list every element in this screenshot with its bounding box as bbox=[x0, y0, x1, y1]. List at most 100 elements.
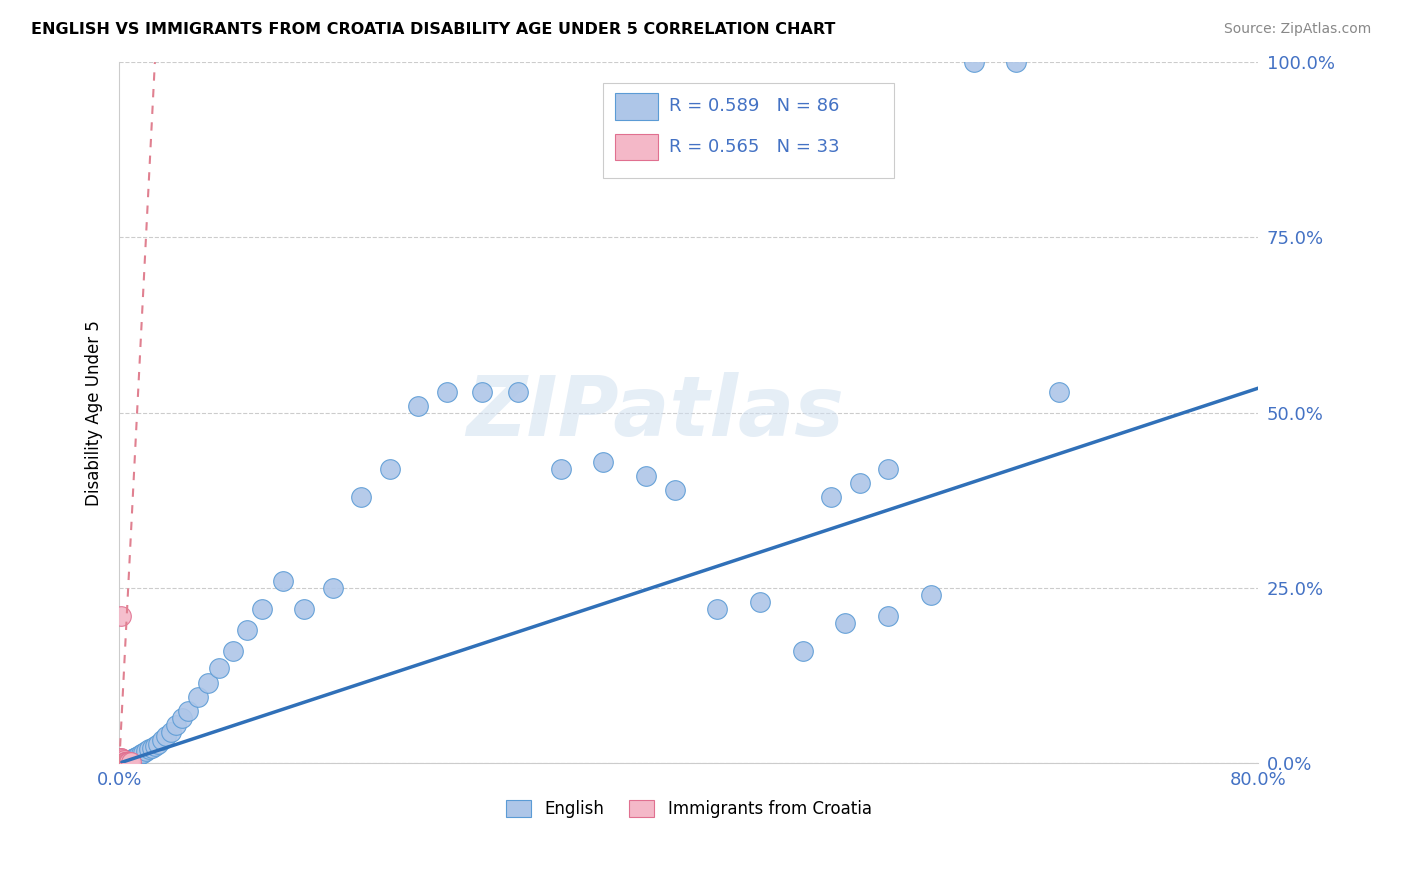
Point bbox=[165, 717, 187, 731]
Point bbox=[111, 753, 134, 767]
Point bbox=[115, 755, 138, 769]
Point bbox=[110, 755, 132, 769]
Point bbox=[506, 384, 529, 399]
Point bbox=[112, 755, 135, 769]
Point bbox=[111, 755, 134, 769]
Point bbox=[112, 755, 135, 769]
Point bbox=[110, 756, 132, 770]
Point bbox=[143, 739, 166, 753]
Point bbox=[110, 756, 132, 770]
Point bbox=[110, 608, 132, 623]
Point bbox=[110, 756, 132, 770]
Point bbox=[111, 756, 134, 770]
Point bbox=[111, 754, 134, 768]
Point bbox=[110, 756, 132, 770]
Point bbox=[920, 588, 942, 602]
Text: ENGLISH VS IMMIGRANTS FROM CROATIA DISABILITY AGE UNDER 5 CORRELATION CHART: ENGLISH VS IMMIGRANTS FROM CROATIA DISAB… bbox=[31, 22, 835, 37]
Point bbox=[706, 602, 728, 616]
Point bbox=[378, 461, 401, 475]
Point bbox=[110, 753, 132, 767]
Point bbox=[110, 756, 132, 770]
Y-axis label: Disability Age Under 5: Disability Age Under 5 bbox=[86, 319, 103, 506]
Point bbox=[110, 756, 132, 770]
Point bbox=[117, 754, 139, 768]
Point bbox=[122, 751, 145, 765]
Point bbox=[111, 754, 134, 768]
Point bbox=[322, 581, 344, 595]
Point bbox=[111, 753, 134, 767]
Point bbox=[114, 753, 136, 767]
Bar bbox=[614, 134, 658, 161]
FancyBboxPatch shape bbox=[603, 83, 894, 178]
Text: ZIPatlas: ZIPatlas bbox=[465, 372, 844, 453]
Point bbox=[112, 755, 135, 769]
Point bbox=[110, 754, 132, 768]
Point bbox=[127, 749, 149, 764]
Point bbox=[120, 756, 142, 770]
Point bbox=[749, 595, 772, 609]
Point bbox=[118, 756, 141, 770]
Point bbox=[112, 753, 135, 767]
Point bbox=[159, 724, 181, 739]
Legend: English, Immigrants from Croatia: English, Immigrants from Croatia bbox=[499, 793, 879, 825]
Point bbox=[271, 574, 294, 588]
Point bbox=[132, 746, 155, 760]
Point bbox=[110, 756, 132, 770]
Point bbox=[111, 754, 134, 768]
Point bbox=[112, 754, 135, 768]
Point bbox=[436, 384, 458, 399]
Point bbox=[114, 754, 136, 768]
Point bbox=[115, 755, 138, 769]
Point bbox=[114, 756, 136, 770]
Point bbox=[135, 743, 157, 757]
Point bbox=[877, 461, 900, 475]
Point bbox=[112, 754, 135, 768]
Text: R = 0.565   N = 33: R = 0.565 N = 33 bbox=[669, 138, 841, 156]
Point bbox=[111, 756, 134, 770]
Point bbox=[155, 730, 177, 744]
Point bbox=[111, 753, 134, 767]
Point bbox=[110, 750, 132, 764]
Point bbox=[125, 749, 148, 764]
Point bbox=[408, 399, 430, 413]
Point bbox=[792, 644, 814, 658]
Point bbox=[636, 468, 658, 483]
Point bbox=[110, 756, 132, 770]
Point bbox=[834, 615, 856, 630]
Point bbox=[176, 704, 198, 718]
Point bbox=[848, 475, 870, 490]
Point bbox=[110, 755, 132, 769]
Point bbox=[110, 756, 132, 770]
Point bbox=[118, 754, 141, 768]
Point bbox=[110, 754, 132, 768]
Point bbox=[110, 752, 132, 766]
Point bbox=[236, 623, 259, 637]
Point bbox=[114, 755, 136, 769]
Point bbox=[110, 756, 132, 770]
Point bbox=[208, 661, 231, 675]
Point bbox=[146, 737, 169, 751]
Point bbox=[110, 755, 132, 769]
Point bbox=[1005, 55, 1028, 70]
Point bbox=[170, 710, 193, 724]
Point bbox=[877, 608, 900, 623]
Point bbox=[118, 753, 141, 767]
Point bbox=[222, 644, 245, 658]
Point bbox=[112, 753, 135, 767]
Point bbox=[117, 756, 139, 770]
Point bbox=[110, 755, 132, 769]
Point bbox=[111, 755, 134, 769]
Point bbox=[112, 756, 135, 770]
Point bbox=[111, 756, 134, 770]
Point bbox=[110, 755, 132, 769]
Point bbox=[110, 751, 132, 765]
Point bbox=[111, 752, 134, 766]
Point bbox=[187, 690, 209, 704]
Point bbox=[110, 753, 132, 767]
Point bbox=[250, 602, 273, 616]
Point bbox=[121, 752, 143, 766]
Point bbox=[962, 55, 984, 70]
Point bbox=[120, 753, 142, 767]
Point bbox=[111, 755, 134, 769]
Point bbox=[150, 733, 173, 747]
